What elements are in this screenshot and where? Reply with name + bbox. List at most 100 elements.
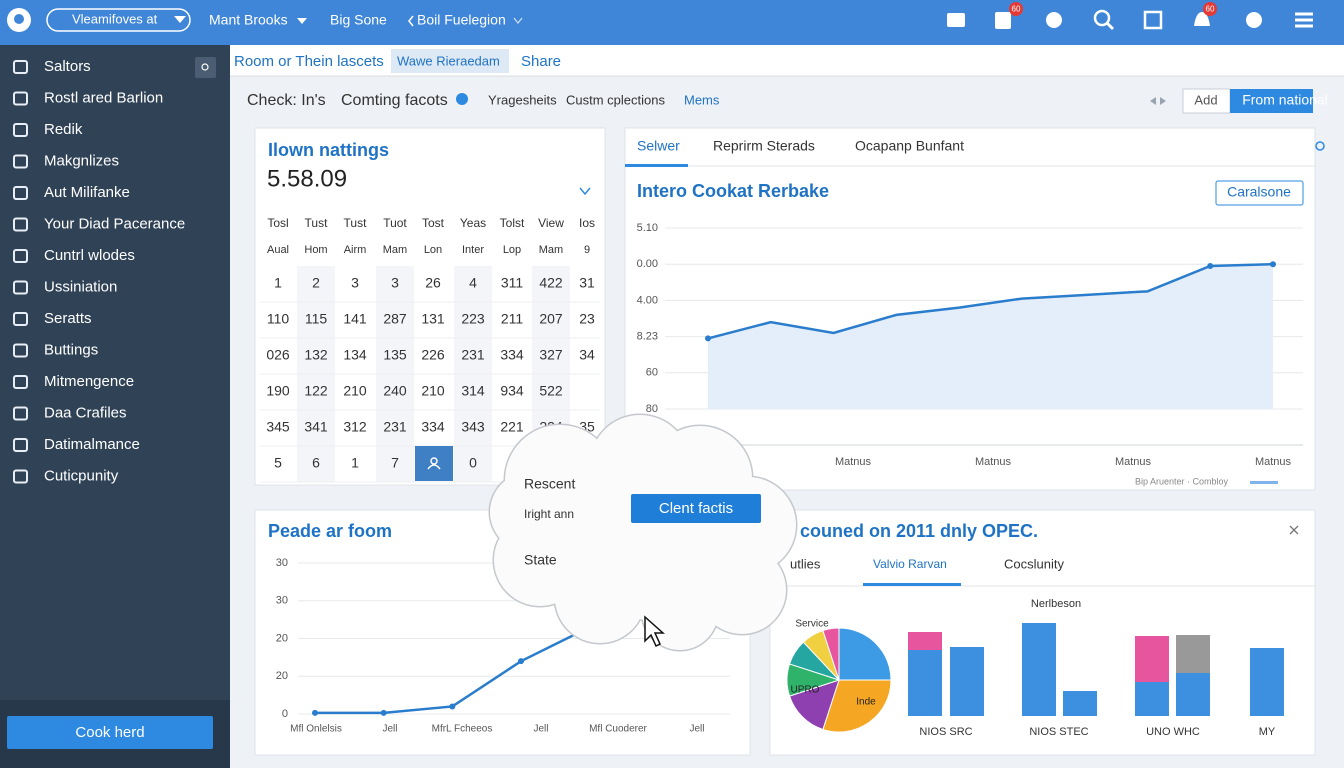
popup-item[interactable]: Rescent [524, 476, 575, 492]
tab-search[interactable] [1315, 141, 1325, 151]
table-cell: 6 [312, 455, 320, 471]
y-tick-label: 60 [646, 367, 658, 379]
sidebar-icon [13, 154, 28, 169]
user-icon [430, 457, 438, 465]
chart-title: Peade ar foom [268, 521, 392, 541]
sidebar-search[interactable] [195, 57, 216, 78]
sidebar-item[interactable]: Seratts [44, 310, 92, 327]
card-tab[interactable]: Ocapanp Bunfant [855, 138, 964, 154]
icon-gear[interactable] [1246, 12, 1262, 28]
sidebar-item[interactable]: Buttings [44, 341, 98, 358]
icon-menu[interactable] [1295, 12, 1313, 16]
table-header: Yeas [460, 216, 486, 230]
table-cell: 115 [305, 311, 328, 327]
card-tab[interactable]: Selwer [637, 138, 680, 154]
table-cell: 122 [304, 383, 328, 399]
pie-slice [822, 627, 840, 681]
table-cell: 7 [391, 455, 399, 471]
toolbar-item[interactable]: Comting facots [341, 92, 448, 109]
table-cell: 131 [421, 311, 445, 327]
subnav-tab[interactable]: Share [521, 53, 561, 70]
table-header: Aual [267, 244, 289, 256]
outline-button[interactable] [1215, 180, 1304, 206]
popup-button[interactable] [631, 494, 761, 523]
badge [1009, 2, 1023, 16]
outline-button-label: Caralsone [1227, 184, 1291, 200]
sidebar-item[interactable]: Cuticpunity [44, 467, 119, 484]
sidebar-item[interactable]: Datimalmance [44, 436, 140, 453]
bar-segment [908, 650, 942, 716]
sidebar-item[interactable]: Daa Crafiles [44, 404, 127, 421]
menu-item[interactable]: Boil Fuelegion [417, 12, 506, 28]
sidebar-icon [13, 60, 28, 74]
menu-item[interactable]: Big Sone [330, 12, 387, 28]
primary-label: From national [1242, 92, 1328, 108]
sidebar-icon [13, 186, 28, 200]
sidebar-item[interactable]: Redik [44, 121, 83, 138]
cursor [644, 615, 665, 648]
table-cell: 207 [539, 311, 563, 327]
select-box[interactable] [46, 8, 191, 32]
icon-menu[interactable] [1295, 18, 1313, 22]
table-header: Tosl [267, 216, 288, 230]
legend-label: Bip Aruenter · Combloy [1135, 476, 1229, 486]
table-header: Mam [539, 244, 563, 256]
icon-folder[interactable] [947, 13, 965, 27]
card-tab[interactable]: Reprirm Sterads [713, 138, 815, 154]
toolbar-item[interactable]: Yragesheits [488, 92, 557, 107]
icon-globe[interactable] [1046, 12, 1062, 28]
table-cell: 343 [461, 419, 485, 435]
table-cell: 4 [469, 275, 477, 291]
sidebar-item[interactable]: Rostl ared Barlion [44, 89, 163, 106]
x-tick-label: Matnus [835, 456, 872, 468]
icon-doc[interactable] [995, 12, 1011, 29]
toolbar-item[interactable]: Check: In's [247, 92, 326, 109]
select-chevron [174, 16, 186, 23]
sidebar-item[interactable]: Cuntrl wlodes [44, 247, 135, 264]
toolbar-item[interactable]: Mems [684, 92, 720, 107]
icon-menu[interactable] [1295, 24, 1313, 28]
sidebar-item[interactable]: Saltors [44, 58, 91, 75]
table-cell: 522 [539, 383, 563, 399]
primary-button[interactable] [1230, 89, 1313, 113]
icon-bell[interactable] [1194, 12, 1210, 26]
popup-body [570, 460, 730, 620]
icon-window[interactable] [1143, 10, 1163, 30]
close-icon[interactable] [1289, 525, 1299, 535]
bar-segment [950, 647, 984, 716]
subnav-tab[interactable]: Room or Thein lascets [234, 53, 384, 70]
sidebar-item[interactable]: Makgnlizes [44, 152, 119, 169]
table-cell: 221 [500, 419, 524, 435]
sidebar-icon [13, 469, 28, 484]
sidebar-icon [13, 249, 28, 263]
popup-item[interactable]: Iright ann [524, 507, 574, 521]
sidebar-icon [13, 375, 28, 389]
table-cell: 231 [383, 419, 407, 435]
line [707, 262, 1274, 340]
subnav-active [391, 49, 509, 73]
sidebar-item[interactable]: Ussiniation [44, 278, 117, 295]
popup-item[interactable]: State [524, 552, 557, 568]
info-icon [456, 93, 468, 105]
card-tab[interactable]: utlies [790, 556, 821, 571]
sidebar-item[interactable]: Aut Milifanke [44, 184, 130, 201]
table-cell: 314 [461, 383, 485, 399]
card-tab[interactable]: Valvio Rarvan [873, 557, 947, 571]
card-tab[interactable]: Cocslunity [1004, 556, 1064, 571]
icon-search[interactable] [1093, 9, 1111, 27]
table-cell: 311 [501, 275, 524, 291]
subnav-tab[interactable]: Wawe Rieraedam [397, 53, 500, 68]
sidebar-button[interactable] [7, 716, 213, 749]
x-tick-label: Jell [689, 724, 704, 735]
table-cell: 312 [343, 419, 367, 435]
table-cell: 141 [343, 311, 367, 327]
tab-underline [863, 583, 961, 586]
sidebar-button-label: Cook herd [75, 724, 144, 741]
y-tick-label: 0.00 [637, 258, 658, 270]
sidebar-item[interactable]: Mitmengence [44, 373, 134, 390]
sidebar-item[interactable]: Your Diad Pacerance [44, 215, 185, 232]
toolbar-item[interactable]: Custm cplections [566, 92, 665, 107]
icon-search-handle [1105, 21, 1115, 31]
menu-item[interactable]: Mant Brooks [209, 12, 288, 28]
